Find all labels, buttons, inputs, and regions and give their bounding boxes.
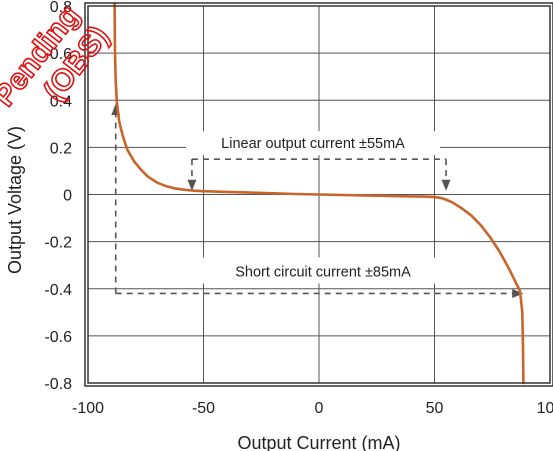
plot-border-inner	[87, 5, 551, 384]
plot-frame	[84, 2, 553, 387]
plot-border-outer	[84, 2, 553, 387]
y-tick-label: -0.4	[44, 282, 72, 299]
annotation-label-background	[186, 131, 440, 156]
y-tick-label: 0.8	[50, 0, 72, 16]
x-tick-label: 100	[537, 400, 553, 417]
y-tick-label: -0.8	[44, 376, 72, 393]
series-line	[113, 2, 525, 385]
x-tick-label: -50	[192, 400, 215, 417]
annotations: Linear output current ±55mA Short circuit…	[111, 103, 524, 298]
tick-labels: -100 -50 0 50 100 0.8 0.6 0.4 0.2 0 -0.2 -0.4 -0.6 -0…	[44, 0, 553, 417]
y-tick-label: 0	[63, 188, 72, 205]
x-axis-label: Output Current (mA)	[237, 433, 400, 451]
x-tick-label: -100	[72, 400, 104, 417]
y-tick-label: 0.2	[50, 140, 72, 157]
axis-labels: Output Current (mA) Output Voltage (V)	[5, 126, 401, 451]
y-tick-label: 0.4	[50, 93, 72, 110]
y-axis-label: Output Voltage (V)	[5, 126, 25, 274]
y-tick-label: -0.2	[44, 235, 72, 252]
annotation-short-circuit-label: Short circuit current ±85mA	[235, 264, 411, 280]
annotation-label-background	[192, 257, 454, 284]
y-tick-label: -0.6	[44, 329, 72, 346]
x-tick-label: 0	[315, 400, 324, 417]
annotation-linear-current-label: Linear output current ±55mA	[221, 136, 405, 152]
series-layer	[113, 2, 525, 385]
y-tick-label: 0.6	[50, 46, 72, 63]
x-tick-label: 50	[426, 400, 444, 417]
